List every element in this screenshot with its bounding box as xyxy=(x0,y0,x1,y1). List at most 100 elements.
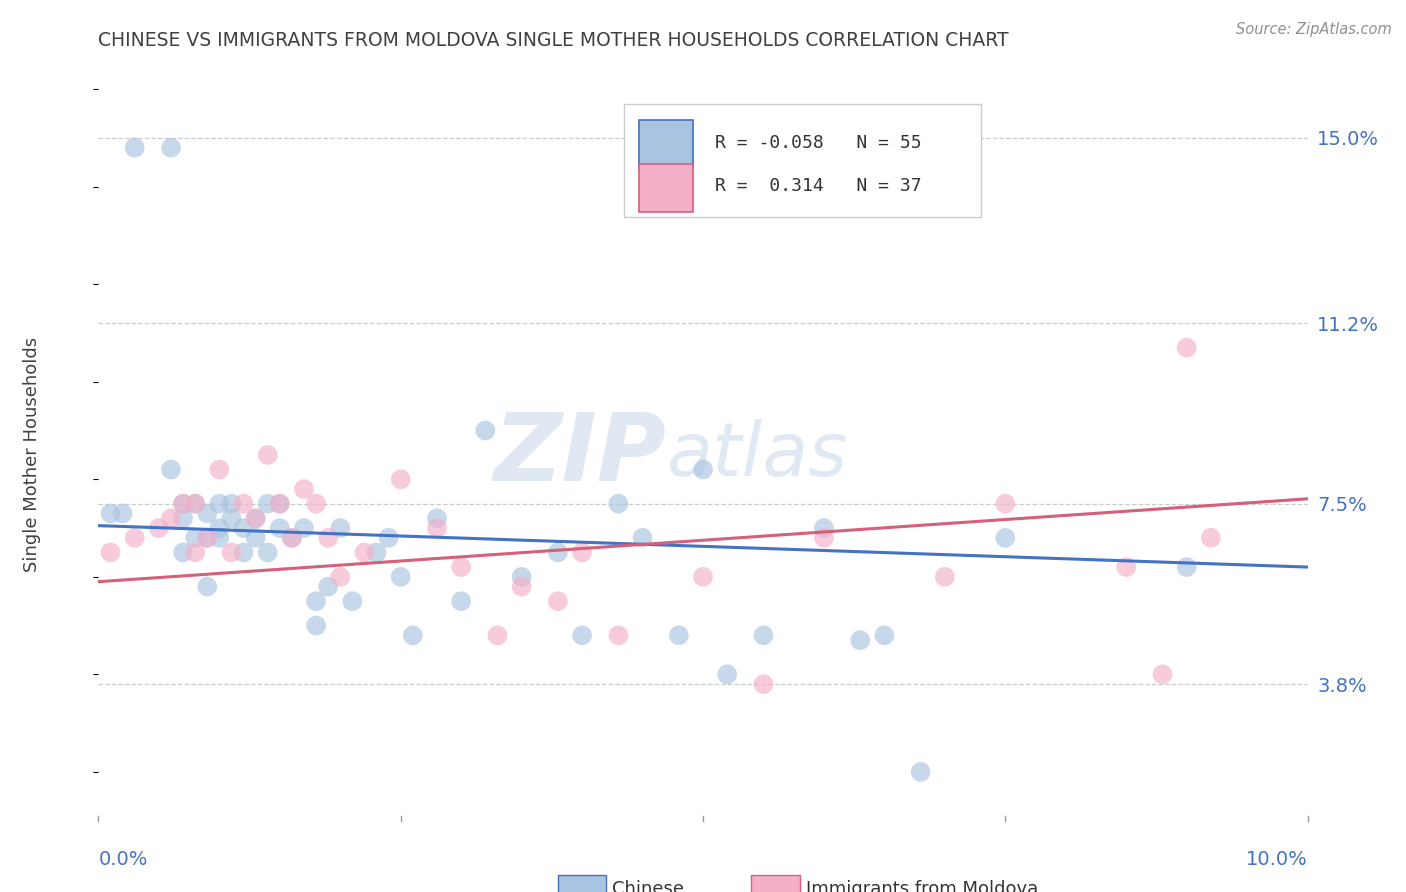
Point xyxy=(232,545,254,559)
Point xyxy=(342,594,364,608)
Point xyxy=(124,141,146,155)
Point xyxy=(631,531,654,545)
Point xyxy=(547,545,569,559)
Point xyxy=(256,497,278,511)
Point xyxy=(450,560,472,574)
Point xyxy=(486,628,509,642)
Point xyxy=(426,511,449,525)
Point xyxy=(184,497,207,511)
Point xyxy=(245,511,267,525)
Point xyxy=(221,497,243,511)
Point xyxy=(195,531,218,545)
Point xyxy=(269,497,291,511)
Point xyxy=(100,507,122,521)
FancyBboxPatch shape xyxy=(638,164,693,211)
Point xyxy=(692,570,714,584)
Point xyxy=(934,570,956,584)
Point xyxy=(172,497,194,511)
Point xyxy=(305,594,328,608)
Point xyxy=(377,531,399,545)
Point xyxy=(195,507,218,521)
Point xyxy=(668,628,690,642)
Point xyxy=(1199,531,1222,545)
Point xyxy=(281,531,304,545)
Point xyxy=(124,531,146,545)
Point xyxy=(160,141,183,155)
Point xyxy=(1175,341,1198,355)
Text: atlas: atlas xyxy=(666,419,848,491)
Point xyxy=(547,594,569,608)
Point xyxy=(910,764,932,779)
Point xyxy=(208,462,231,476)
Point xyxy=(366,545,388,559)
FancyBboxPatch shape xyxy=(751,876,800,892)
Point xyxy=(172,511,194,525)
Point xyxy=(184,545,207,559)
Point xyxy=(292,482,315,496)
Text: Source: ZipAtlas.com: Source: ZipAtlas.com xyxy=(1236,22,1392,37)
Text: 10.0%: 10.0% xyxy=(1246,850,1308,869)
Point xyxy=(148,521,170,535)
Point xyxy=(160,462,183,476)
Point xyxy=(172,545,194,559)
Point xyxy=(208,521,231,535)
FancyBboxPatch shape xyxy=(624,103,981,218)
Point xyxy=(353,545,375,559)
Point xyxy=(389,472,412,486)
Point xyxy=(607,628,630,642)
Point xyxy=(450,594,472,608)
Point xyxy=(426,521,449,535)
Point xyxy=(232,497,254,511)
Point xyxy=(994,531,1017,545)
Point xyxy=(111,507,134,521)
Text: CHINESE VS IMMIGRANTS FROM MOLDOVA SINGLE MOTHER HOUSEHOLDS CORRELATION CHART: CHINESE VS IMMIGRANTS FROM MOLDOVA SINGL… xyxy=(98,31,1010,50)
Text: R =  0.314   N = 37: R = 0.314 N = 37 xyxy=(716,178,922,195)
Point xyxy=(329,570,352,584)
Point xyxy=(184,531,207,545)
Point xyxy=(1152,667,1174,681)
Point xyxy=(232,521,254,535)
Point xyxy=(994,497,1017,511)
Text: Immigrants from Moldova: Immigrants from Moldova xyxy=(806,880,1038,892)
Text: R = -0.058   N = 55: R = -0.058 N = 55 xyxy=(716,134,922,152)
Point xyxy=(245,531,267,545)
FancyBboxPatch shape xyxy=(558,876,606,892)
Point xyxy=(195,531,218,545)
Point xyxy=(1115,560,1137,574)
Point xyxy=(510,580,533,594)
Point xyxy=(1175,560,1198,574)
Point xyxy=(329,521,352,535)
Point xyxy=(849,633,872,648)
Point xyxy=(208,531,231,545)
Point xyxy=(813,521,835,535)
Point xyxy=(873,628,896,642)
Point xyxy=(269,497,291,511)
Point xyxy=(305,497,328,511)
Text: Single Mother Households: Single Mother Households xyxy=(22,337,41,573)
Point xyxy=(221,545,243,559)
Point xyxy=(571,545,593,559)
Point xyxy=(172,497,194,511)
Point xyxy=(716,667,738,681)
Point xyxy=(245,511,267,525)
FancyBboxPatch shape xyxy=(638,120,693,168)
Point xyxy=(256,545,278,559)
Point xyxy=(100,545,122,559)
Point xyxy=(269,521,291,535)
Point xyxy=(316,580,339,594)
Text: 0.0%: 0.0% xyxy=(98,850,148,869)
Point xyxy=(316,531,339,545)
Point xyxy=(474,424,496,438)
Point xyxy=(221,511,243,525)
Point xyxy=(752,677,775,691)
Point xyxy=(256,448,278,462)
Point xyxy=(607,497,630,511)
Point xyxy=(184,497,207,511)
Text: ZIP: ZIP xyxy=(494,409,666,501)
Text: Chinese: Chinese xyxy=(613,880,685,892)
Point xyxy=(510,570,533,584)
Point xyxy=(692,462,714,476)
Point xyxy=(208,497,231,511)
Point xyxy=(281,531,304,545)
Point xyxy=(195,580,218,594)
